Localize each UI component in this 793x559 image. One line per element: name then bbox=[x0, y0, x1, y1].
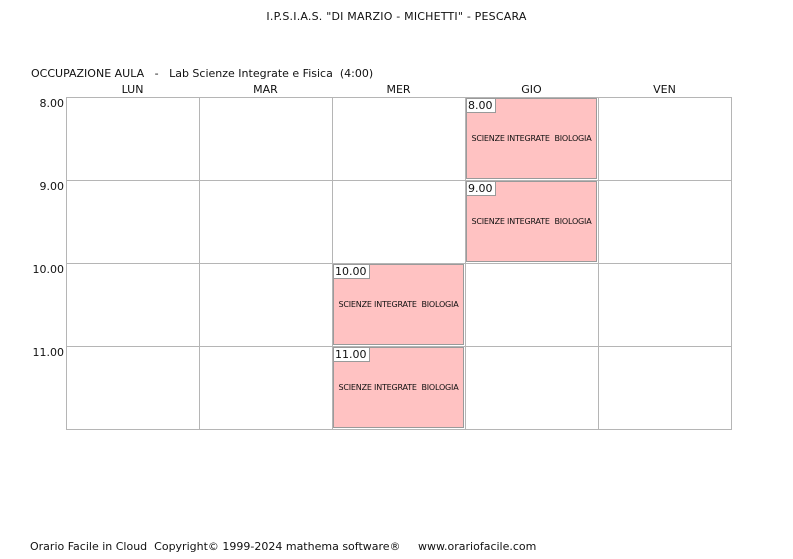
grid-cell bbox=[598, 180, 732, 264]
grid-cell bbox=[332, 97, 466, 181]
grid-cell bbox=[465, 263, 599, 347]
lesson-subject: SCIENZE INTEGRATE BIOLOGIA bbox=[338, 383, 459, 392]
room-header-prefix: OCCUPAZIONE AULA - bbox=[31, 67, 170, 80]
hour-label-10: 10.00 bbox=[32, 263, 65, 276]
lesson-subject: SCIENZE INTEGRATE BIOLOGIA bbox=[338, 300, 459, 309]
footer-copyright: Copyright© 1999-2024 mathema software® bbox=[154, 540, 401, 553]
lesson-subject: SCIENZE INTEGRATE BIOLOGIA bbox=[471, 217, 592, 226]
hour-label-9: 9.00 bbox=[39, 180, 65, 193]
grid-cell bbox=[199, 97, 333, 181]
lesson-time: 11.00 bbox=[334, 348, 370, 362]
lesson-block[interactable]: 8.00 SCIENZE INTEGRATE BIOLOGIA bbox=[466, 98, 597, 179]
grid-cell bbox=[332, 263, 466, 347]
room-header: OCCUPAZIONE AULA - Lab Scienze Integrate… bbox=[31, 67, 373, 80]
day-label-wed: MER bbox=[386, 83, 411, 96]
lesson-subject: SCIENZE INTEGRATE BIOLOGIA bbox=[471, 134, 592, 143]
lesson-block[interactable]: 10.00 SCIENZE INTEGRATE BIOLOGIA bbox=[333, 264, 464, 345]
day-label-fri: VEN bbox=[653, 83, 676, 96]
grid-cell bbox=[199, 346, 333, 430]
school-title: I.P.S.I.A.S. "DI MARZIO - MICHETTI" - PE… bbox=[266, 10, 527, 23]
grid-cell bbox=[465, 97, 599, 181]
footer: Orario Facile in Cloud Copyright© 1999-2… bbox=[30, 540, 536, 553]
grid-cell bbox=[598, 346, 732, 430]
footer-website-link[interactable]: www.orariofacile.com bbox=[418, 540, 537, 553]
room-name: Lab Scienze Integrate e Fisica (4:00) bbox=[169, 67, 374, 80]
grid-cell bbox=[465, 180, 599, 264]
timetable-grid: 8.00 SCIENZE INTEGRATE BIOLOGIA 9.00 SCIENZ… bbox=[66, 97, 732, 430]
lesson-block[interactable]: 11.00 SCIENZE INTEGRATE BIOLOGIA bbox=[333, 347, 464, 428]
hour-label-11: 11.00 bbox=[32, 346, 65, 359]
day-label-thu: GIO bbox=[521, 83, 542, 96]
day-label-mon: LUN bbox=[121, 83, 144, 96]
grid-cell bbox=[66, 180, 200, 264]
lesson-time: 9.00 bbox=[467, 182, 496, 196]
grid-cell bbox=[332, 180, 466, 264]
grid-cell bbox=[598, 263, 732, 347]
day-label-tue: MAR bbox=[253, 83, 278, 96]
lesson-time: 8.00 bbox=[467, 99, 496, 113]
grid-cell bbox=[199, 180, 333, 264]
footer-product: Orario Facile in Cloud bbox=[30, 540, 148, 553]
grid-cell bbox=[66, 97, 200, 181]
hour-label-8: 8.00 bbox=[39, 97, 65, 110]
grid-cell bbox=[332, 346, 466, 430]
lesson-time: 10.00 bbox=[334, 265, 370, 279]
grid-cell bbox=[598, 97, 732, 181]
grid-cell bbox=[465, 346, 599, 430]
grid-cell bbox=[199, 263, 333, 347]
grid-cell bbox=[66, 263, 200, 347]
grid-cell bbox=[66, 346, 200, 430]
lesson-block[interactable]: 9.00 SCIENZE INTEGRATE BIOLOGIA bbox=[466, 181, 597, 262]
